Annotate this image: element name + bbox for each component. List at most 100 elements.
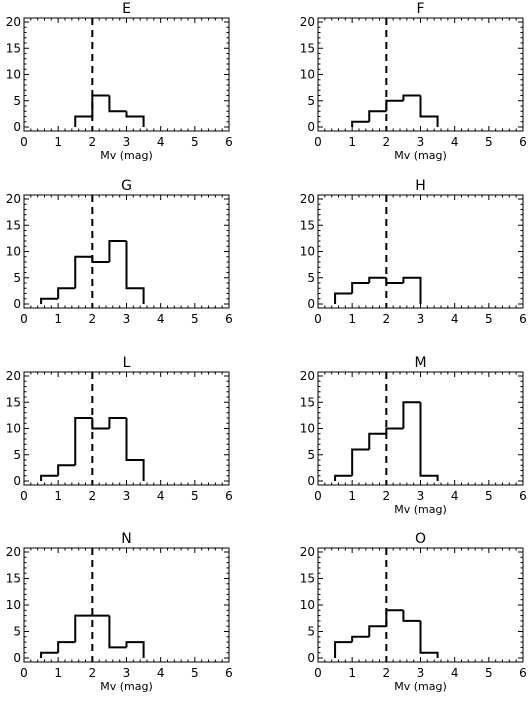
panel-title: L (123, 355, 131, 371)
panel-title: F (416, 1, 424, 17)
y-tick-label: 20 (6, 369, 21, 383)
x-axis-label: Mv (mag) (394, 503, 447, 516)
x-tick-label: 3 (123, 666, 131, 680)
x-tick-label: 0 (20, 489, 28, 503)
x-tick-label: 2 (383, 135, 391, 149)
histogram-bin (351, 448, 370, 476)
histogram-bin (334, 474, 353, 481)
y-tick-label: 5 (307, 271, 315, 285)
x-tick-label: 4 (451, 666, 459, 680)
y-tick-label: 20 (6, 545, 21, 559)
histogram-bin (108, 615, 127, 649)
histogram-bin (74, 614, 93, 643)
histogram-bin (91, 256, 110, 263)
y-tick-label: 20 (300, 192, 315, 206)
x-tick-label: 2 (383, 666, 391, 680)
y-tick-label: 0 (13, 474, 21, 488)
histogram-bin (74, 417, 93, 466)
histogram-bin (125, 418, 145, 481)
x-tick-label: 6 (519, 666, 527, 680)
y-tick-label: 5 (307, 448, 315, 462)
histogram-bin (125, 111, 145, 127)
y-tick-label: 15 (300, 218, 315, 232)
y-tick-label: 5 (307, 94, 315, 108)
x-tick-label: 2 (383, 312, 391, 326)
x-tick-label: 0 (314, 666, 322, 680)
x-tick-label: 5 (485, 312, 493, 326)
x-tick-label: 5 (191, 312, 199, 326)
x-tick-label: 0 (20, 135, 28, 149)
x-tick-label: 4 (451, 135, 459, 149)
x-tick-label: 2 (89, 489, 97, 503)
panel-title: H (415, 178, 426, 194)
panel-L: L 0 1 2 3 4 5 6 0 5 10 15 20 (6, 355, 233, 503)
y-tick-label: 20 (6, 15, 21, 29)
histogram-bin (57, 287, 76, 299)
x-tick-label: 3 (417, 312, 425, 326)
histogram-bin (108, 95, 127, 113)
histogram-bin (57, 464, 76, 476)
y-tick-label: 15 (6, 572, 21, 586)
x-tick-label: 6 (225, 135, 233, 149)
panel-title: G (121, 178, 132, 194)
x-tick-label: 1 (54, 135, 62, 149)
x-tick-label: 3 (417, 135, 425, 149)
y-tick-label: 15 (300, 41, 315, 55)
y-tick-label: 0 (307, 474, 315, 488)
x-tick-label: 4 (157, 666, 165, 680)
x-tick-label: 2 (89, 312, 97, 326)
histogram-bin (108, 417, 127, 429)
histogram-bin (40, 297, 59, 304)
y-tick-label: 5 (13, 448, 21, 462)
y-tick-label: 20 (6, 192, 21, 206)
y-tick-label: 15 (300, 395, 315, 409)
panel-title: O (415, 531, 426, 547)
panel-N: N 0 1 2 3 4 5 6 0 5 10 15 20 Mv (mag) (6, 531, 233, 693)
histogram-bin (57, 641, 76, 653)
x-tick-label: 3 (417, 489, 425, 503)
y-tick-label: 20 (300, 15, 315, 29)
x-tick-label: 1 (348, 489, 356, 503)
x-tick-label: 4 (157, 135, 165, 149)
histogram-bin (368, 432, 387, 450)
histogram-bin (402, 94, 421, 101)
histogram-bin (385, 99, 404, 112)
histogram-bin (368, 110, 387, 122)
y-tick-label: 10 (300, 245, 315, 259)
x-tick-label: 3 (417, 666, 425, 680)
x-tick-label: 6 (225, 666, 233, 680)
histogram-bin (368, 276, 387, 283)
histogram-bin (419, 402, 439, 481)
x-tick-label: 5 (191, 135, 199, 149)
y-tick-label: 20 (300, 545, 315, 559)
panel-title: M (414, 355, 426, 371)
x-tick-label: 6 (519, 312, 527, 326)
histogram-bin (419, 620, 439, 658)
histogram-bin (402, 276, 422, 304)
x-tick-label: 1 (54, 312, 62, 326)
y-tick-label: 10 (6, 245, 21, 259)
y-tick-label: 10 (300, 68, 315, 82)
x-tick-label: 3 (123, 135, 131, 149)
x-tick-label: 4 (157, 312, 165, 326)
panel-H: H 0 1 2 3 4 5 6 0 5 10 15 20 (300, 178, 527, 326)
histogram-bin (351, 635, 370, 643)
x-tick-label: 5 (485, 666, 493, 680)
histogram-bin (402, 610, 421, 622)
x-tick-label: 0 (314, 312, 322, 326)
panel-title: E (122, 1, 131, 17)
y-tick-label: 0 (13, 120, 21, 134)
x-tick-label: 0 (20, 312, 28, 326)
x-tick-label: 1 (348, 666, 356, 680)
y-tick-label: 0 (307, 651, 315, 665)
y-tick-label: 15 (300, 572, 315, 586)
x-tick-label: 4 (157, 489, 165, 503)
x-tick-label: 4 (451, 312, 459, 326)
histogram-bin (40, 474, 59, 481)
histogram-bin (91, 418, 110, 430)
y-tick-label: 0 (307, 120, 315, 134)
histogram-bin (74, 115, 93, 127)
panel-O: O 0 1 2 3 4 5 6 0 5 10 15 20 Mv (mag) (300, 531, 527, 693)
histogram-bin (368, 625, 387, 637)
y-tick-label: 15 (6, 218, 21, 232)
